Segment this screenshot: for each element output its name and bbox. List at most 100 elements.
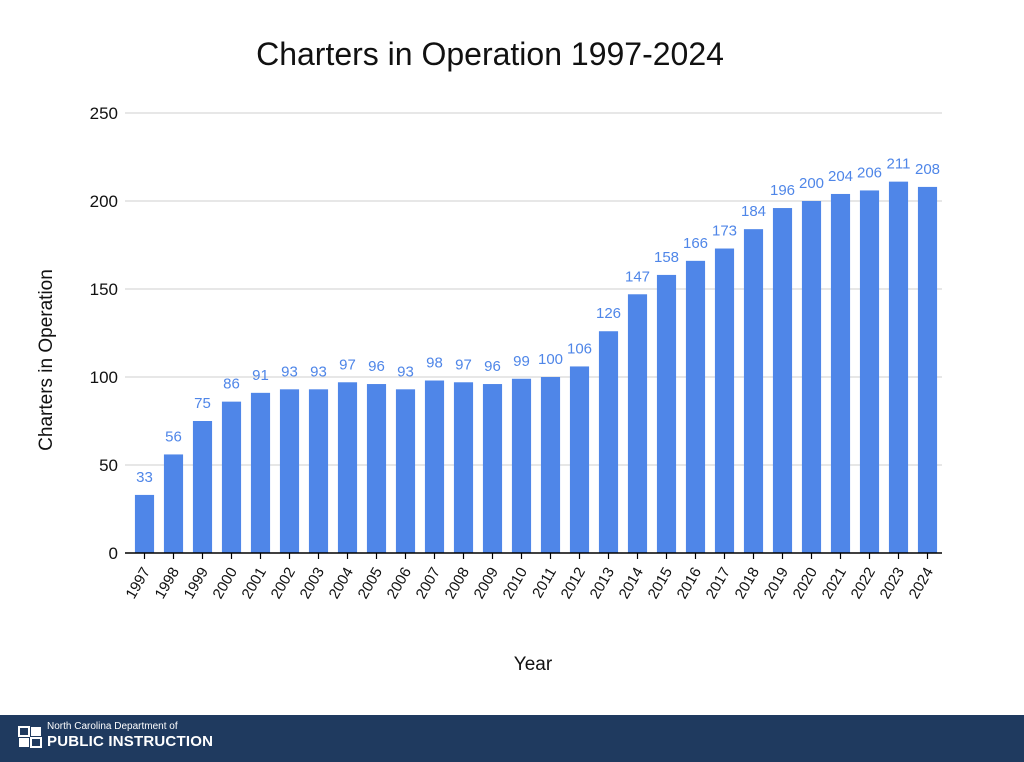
x-tick-label: 2019 [761, 565, 792, 602]
data-label: 86 [223, 376, 240, 393]
y-axis-label: Charters in Operation [36, 269, 57, 451]
data-label: 147 [625, 268, 650, 285]
bar [772, 208, 793, 554]
data-label: 99 [513, 353, 530, 370]
bar [337, 382, 358, 553]
y-tick-label: 0 [109, 544, 118, 563]
data-label: 98 [426, 355, 443, 372]
bar [279, 389, 300, 553]
data-label: 184 [741, 203, 766, 220]
dpi-logo-icon [18, 726, 42, 748]
x-tick-label: 2000 [210, 565, 241, 602]
x-tick-label: 2017 [703, 565, 734, 602]
data-label: 208 [915, 161, 940, 178]
x-tick-label: 2008 [442, 565, 473, 602]
x-tick-label: 1997 [123, 565, 154, 602]
x-tick-label: 2012 [558, 565, 589, 602]
x-tick-label: 2013 [587, 565, 618, 602]
bar [656, 274, 677, 553]
x-tick-label: 2022 [848, 565, 879, 602]
y-tick-label: 250 [90, 104, 118, 123]
footer-bar: North Carolina Department of PUBLIC INST… [0, 715, 1024, 762]
data-label: 93 [310, 363, 327, 380]
data-label: 96 [484, 358, 501, 375]
x-tick-label: 1998 [152, 565, 183, 602]
bar [859, 190, 880, 553]
y-axis-ticks: 0 50 100 150 200 250 [90, 104, 118, 563]
bar [453, 382, 474, 553]
bar [598, 331, 619, 553]
data-label: 166 [683, 235, 708, 252]
data-label: 173 [712, 223, 737, 240]
bar [540, 377, 561, 553]
bar [917, 186, 938, 554]
x-tick-label: 2003 [297, 565, 328, 602]
bar [424, 380, 445, 553]
data-label: 126 [596, 305, 621, 322]
bar [801, 201, 822, 553]
x-tick-label: 2005 [355, 565, 386, 602]
data-label: 211 [887, 156, 911, 173]
x-axis-label: Year [514, 654, 553, 675]
data-label: 75 [194, 395, 211, 412]
x-tick-label: 2024 [906, 565, 937, 602]
x-tick-label: 2021 [819, 565, 850, 602]
data-label: 158 [654, 249, 679, 266]
y-tick-label: 200 [90, 192, 118, 211]
chart-title: Charters in Operation 1997-2024 [256, 36, 724, 72]
data-label: 93 [281, 363, 298, 380]
y-tick-label: 50 [99, 456, 118, 475]
data-label: 97 [455, 356, 472, 373]
x-tick-label: 2018 [732, 565, 763, 602]
data-label: 206 [857, 164, 882, 181]
bar [569, 366, 590, 553]
footer-organization-text: PUBLIC INSTRUCTION [47, 733, 214, 750]
x-tick-label: 2010 [500, 565, 531, 602]
bar [221, 401, 242, 553]
data-label: 196 [770, 182, 795, 199]
data-label: 96 [368, 358, 385, 375]
bars [134, 181, 938, 554]
bar [714, 248, 735, 553]
data-label: 200 [799, 175, 824, 192]
x-tick-label: 2006 [384, 565, 415, 602]
bar [395, 389, 416, 553]
x-tick-label: 2004 [326, 565, 357, 602]
bar [511, 378, 532, 553]
x-tick-label: 2011 [529, 565, 560, 601]
bar [685, 260, 706, 553]
bar [192, 421, 213, 553]
data-label: 33 [136, 469, 153, 486]
data-label: 106 [567, 340, 592, 357]
data-label: 93 [397, 363, 414, 380]
data-label: 100 [538, 351, 563, 368]
data-label: 91 [252, 367, 269, 384]
x-tick-label: 2020 [790, 565, 821, 602]
footer-department-text: North Carolina Department of [47, 721, 178, 732]
bar [830, 193, 851, 553]
data-label: 56 [165, 428, 182, 445]
bar [888, 181, 909, 553]
x-tick-label: 2014 [616, 565, 647, 602]
y-tick-label: 100 [90, 368, 118, 387]
bar [482, 384, 503, 553]
bar [627, 294, 648, 553]
x-tick-label: 2007 [413, 565, 444, 602]
x-tick-label: 2002 [268, 565, 299, 602]
x-tick-label: 1999 [181, 565, 212, 602]
x-tick-label: 2016 [674, 565, 705, 602]
x-tick-label: 2001 [239, 565, 270, 602]
x-axis-ticks: 1997199819992000200120022003200420052006… [123, 553, 937, 602]
bar [163, 454, 184, 553]
bar [308, 389, 329, 553]
bar [743, 229, 764, 553]
x-tick-label: 2009 [471, 565, 502, 602]
data-label: 97 [339, 356, 356, 373]
bar [134, 494, 155, 553]
data-label: 204 [828, 168, 853, 185]
y-tick-label: 150 [90, 280, 118, 299]
x-tick-label: 2015 [645, 565, 676, 602]
bar [250, 392, 271, 553]
x-tick-label: 2023 [877, 565, 908, 602]
